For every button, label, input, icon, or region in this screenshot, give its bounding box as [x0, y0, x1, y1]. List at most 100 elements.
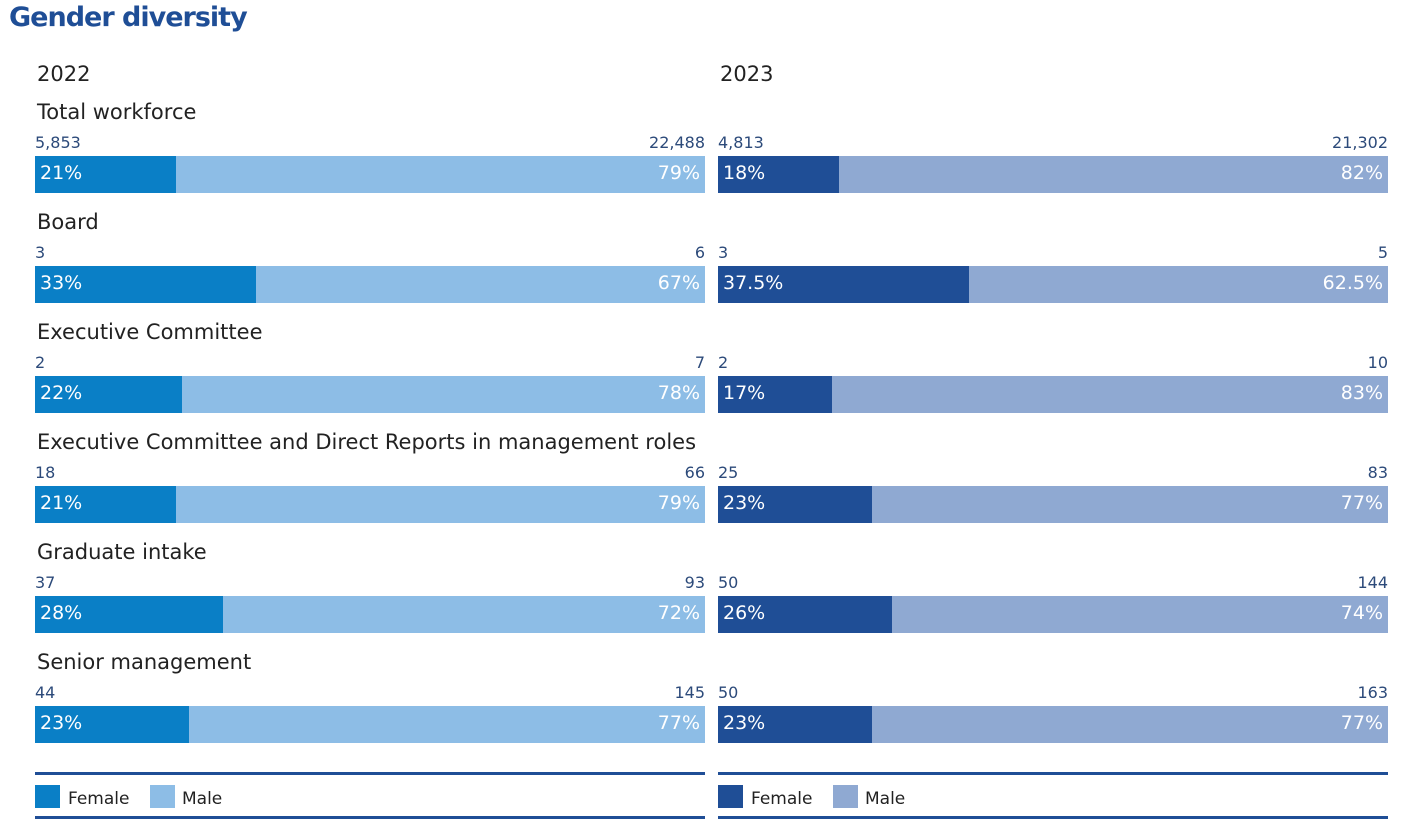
category-label: Graduate intake	[37, 540, 207, 564]
female-bar-segment	[718, 486, 872, 523]
female-bar-segment	[718, 156, 839, 193]
stacked-bar-row-3: 21% 79%	[35, 486, 705, 523]
male-count-label: 66	[684, 463, 705, 482]
male-percent-label: 79%	[657, 162, 700, 184]
category-label: Senior management	[37, 650, 252, 674]
legend-bottom-rule	[35, 816, 705, 819]
stacked-bar-row-0: 21% 79%	[35, 156, 705, 193]
legend-swatch-male	[150, 785, 175, 808]
chart-panel-2023: 2023 4,813 21,302 18% 82% 3 5 37.5% 62.5% 2 10 17%…	[718, 0, 1388, 837]
male-bar-segment	[223, 596, 705, 633]
female-percent-label: 23%	[40, 712, 83, 734]
female-percent-label: 37.5%	[723, 272, 784, 294]
male-count-label: 22,488	[649, 133, 705, 152]
female-bar-segment	[718, 376, 832, 413]
legend-label-female: Female	[68, 789, 130, 809]
female-bar-segment	[35, 376, 182, 413]
male-count-label: 163	[1357, 683, 1388, 702]
female-bar-segment	[35, 596, 223, 633]
stacked-bar-row-2: 22% 78%	[35, 376, 705, 413]
category-label: Board	[37, 210, 99, 234]
female-percent-label: 18%	[723, 162, 766, 184]
female-percent-label: 28%	[40, 602, 83, 624]
male-count-label: 7	[694, 353, 705, 372]
stacked-bar-row-3: 23% 77%	[718, 486, 1388, 523]
female-count-label: 5,853	[35, 133, 81, 152]
legend-swatch-male	[833, 785, 858, 808]
male-count-label: 6	[694, 243, 705, 262]
male-count-label: 5	[1377, 243, 1388, 262]
female-percent-label: 23%	[723, 712, 766, 734]
male-percent-label: 77%	[1340, 492, 1383, 514]
female-count-label: 2	[35, 353, 46, 372]
panel-year-2022: 2022	[37, 62, 91, 86]
female-count-label: 37	[35, 573, 56, 592]
chart-panel-2022: 2022 Total workforce 5,853 22,488 21% 79% Boa…	[35, 0, 705, 837]
female-percent-label: 21%	[40, 162, 83, 184]
female-percent-label: 23%	[723, 492, 766, 514]
male-bar-segment	[832, 376, 1388, 413]
male-percent-label: 78%	[657, 382, 700, 404]
stacked-bar-row-1: 37.5% 62.5%	[718, 266, 1388, 303]
legend-swatch-female	[718, 785, 743, 808]
male-percent-label: 67%	[657, 272, 700, 294]
male-bar-segment	[189, 706, 705, 743]
female-bar-segment	[718, 596, 892, 633]
male-count-label: 21,302	[1332, 133, 1388, 152]
chart-title: Gender diversity	[9, 2, 248, 33]
female-count-label: 18	[35, 463, 56, 482]
male-bar-segment	[256, 266, 705, 303]
female-bar-segment	[35, 156, 176, 193]
female-count-label: 50	[718, 573, 739, 592]
female-count-label: 3	[35, 243, 46, 262]
male-percent-label: 83%	[1340, 382, 1383, 404]
female-bar-segment	[35, 266, 256, 303]
category-label: Total workforce	[37, 100, 197, 124]
male-percent-label: 62.5%	[1322, 272, 1383, 294]
female-count-label: 25	[718, 463, 739, 482]
male-count-label: 145	[674, 683, 705, 702]
stacked-bar-row-5: 23% 77%	[718, 706, 1388, 743]
panel-year-2023: 2023	[720, 62, 774, 86]
male-bar-segment	[176, 486, 705, 523]
stacked-bar-row-2: 17% 83%	[718, 376, 1388, 413]
male-bar-segment	[872, 706, 1388, 743]
female-percent-label: 26%	[723, 602, 766, 624]
female-bar-segment	[718, 706, 872, 743]
stacked-bar-row-0: 18% 82%	[718, 156, 1388, 193]
female-bar-segment	[35, 706, 189, 743]
legend-swatch-female	[35, 785, 60, 808]
category-label: Executive Committee	[37, 320, 263, 344]
female-percent-label: 22%	[40, 382, 83, 404]
female-count-label: 4,813	[718, 133, 764, 152]
female-percent-label: 33%	[40, 272, 83, 294]
female-bar-segment	[718, 266, 969, 303]
legend-label-male: Male	[865, 789, 906, 809]
female-bar-segment	[35, 486, 176, 523]
legend-label-female: Female	[751, 789, 813, 809]
stacked-bar-row-4: 26% 74%	[718, 596, 1388, 633]
male-bar-segment	[969, 266, 1388, 303]
female-percent-label: 21%	[40, 492, 83, 514]
male-count-label: 83	[1367, 463, 1388, 482]
male-percent-label: 77%	[657, 712, 700, 734]
female-count-label: 50	[718, 683, 739, 702]
female-count-label: 3	[718, 243, 729, 262]
female-percent-label: 17%	[723, 382, 766, 404]
male-percent-label: 77%	[1340, 712, 1383, 734]
legend-top-rule	[718, 772, 1388, 775]
legend-label-male: Male	[182, 789, 223, 809]
male-percent-label: 79%	[657, 492, 700, 514]
male-count-label: 93	[684, 573, 705, 592]
male-bar-segment	[872, 486, 1388, 523]
legend-bottom-rule	[718, 816, 1388, 819]
male-percent-label: 74%	[1340, 602, 1383, 624]
category-label: Executive Committee and Direct Reports i…	[37, 430, 697, 454]
male-bar-segment	[839, 156, 1388, 193]
male-percent-label: 72%	[657, 602, 700, 624]
female-count-label: 2	[718, 353, 729, 372]
male-count-label: 144	[1357, 573, 1388, 592]
male-bar-segment	[176, 156, 705, 193]
male-bar-segment	[182, 376, 705, 413]
stacked-bar-row-5: 23% 77%	[35, 706, 705, 743]
